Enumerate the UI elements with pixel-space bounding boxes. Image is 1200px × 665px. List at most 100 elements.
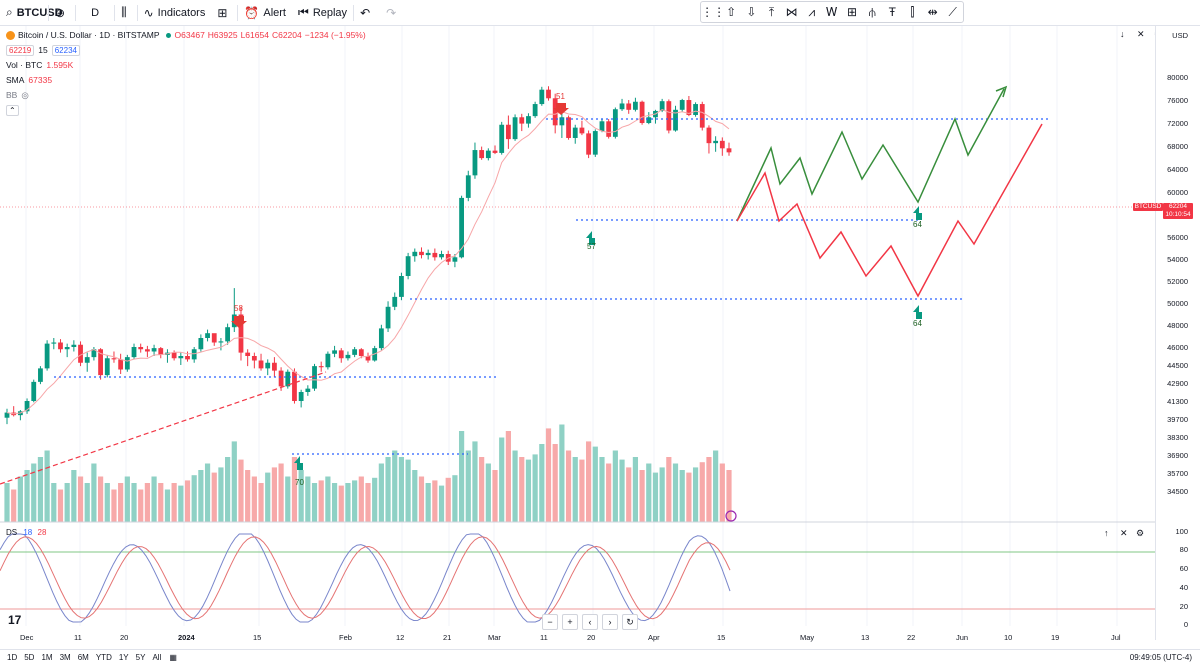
volume-bar xyxy=(124,476,130,522)
oscillator-name[interactable]: DS xyxy=(6,528,18,537)
up-arrow-marker xyxy=(913,305,922,319)
osc-move-up-icon[interactable]: ↑ xyxy=(1104,528,1109,538)
candle-body xyxy=(686,100,692,115)
clock-label[interactable]: 09:49:05 (UTC-4) xyxy=(1129,653,1192,662)
chart-type-button[interactable]: ⫼ xyxy=(115,0,137,26)
ohlc-low: L61654 xyxy=(240,30,269,40)
price-axis-label: 46000 xyxy=(1167,343,1188,352)
volume-bar xyxy=(626,467,632,522)
price-axis-label: 44500 xyxy=(1167,361,1188,370)
volume-bar xyxy=(198,470,204,522)
volume-bar xyxy=(465,450,471,522)
bottom-toolbar: 1D 5D 1M 3M 6M YTD 1Y 5Y All ▦ 09:49:05 (UTC-4) xyxy=(0,649,1200,665)
time-axis-label: Jul xyxy=(1111,633,1121,642)
pattern-tool-icon[interactable]: ⋈ xyxy=(785,5,798,19)
candle-body xyxy=(512,117,518,140)
abcd-tool-icon[interactable]: Ꮃ xyxy=(826,4,838,19)
candle-body xyxy=(399,276,404,297)
fib-tool-icon[interactable]: ⊞ xyxy=(847,5,858,19)
undo-button[interactable]: ↶ xyxy=(354,0,380,26)
arrow-down-tool-icon[interactable]: ⇩ xyxy=(746,5,757,19)
range-button-6m[interactable]: 6M xyxy=(77,653,89,662)
range-button-1m[interactable]: 1M xyxy=(41,653,53,662)
volume-bars xyxy=(4,424,732,522)
scroll-left-button[interactable]: ‹ xyxy=(582,614,598,630)
scroll-right-button[interactable]: › xyxy=(602,614,618,630)
symbol-search[interactable]: ⌕ BTCUSD xyxy=(0,0,63,26)
zoom-out-button[interactable]: − xyxy=(542,614,558,630)
indicators-icon: ∿ xyxy=(143,5,154,20)
price-chart[interactable]: 58 51 70 57 64 64 xyxy=(0,26,1156,640)
alert-button[interactable]: ⏰ Alert xyxy=(238,0,292,26)
close-icon[interactable]: ✕ xyxy=(1137,29,1145,39)
long-position-tool-icon[interactable]: ⤒ xyxy=(768,4,775,19)
candle-body xyxy=(285,371,291,387)
zoom-in-button[interactable]: + xyxy=(562,614,578,630)
range-button-3m[interactable]: 3M xyxy=(59,653,71,662)
drag-handle-icon[interactable]: ⋮⋮ xyxy=(701,5,726,19)
interval-button[interactable]: D xyxy=(76,0,114,26)
ask-price[interactable]: 62234 xyxy=(51,44,80,56)
range-button-1d[interactable]: 1D xyxy=(7,653,18,662)
zigzag-tool-icon[interactable]: ⩘ xyxy=(808,4,816,19)
flash-icon[interactable] xyxy=(725,510,737,522)
scroll-down-icon[interactable]: ↓ xyxy=(1120,29,1125,39)
replay-icon: ⏮ xyxy=(298,5,309,19)
candle-body xyxy=(439,254,444,258)
redo-button[interactable]: ↷ xyxy=(380,0,406,26)
price-axis-label: 68000 xyxy=(1167,142,1188,151)
rising-trendline xyxy=(0,371,327,485)
range-button-5y[interactable]: 5Y xyxy=(135,653,146,662)
candle-body xyxy=(144,349,150,352)
oscillator-param2: 28 xyxy=(37,528,47,537)
candle-body xyxy=(432,252,438,258)
collapse-chevron-icon[interactable]: ⌃ xyxy=(6,104,19,116)
candle-body xyxy=(693,104,698,115)
range-button-all[interactable]: All xyxy=(152,653,162,662)
volume-bar xyxy=(572,457,578,522)
text-tool-icon[interactable]: Ŧ xyxy=(888,5,896,19)
eye-hidden-icon[interactable]: ◎ xyxy=(21,89,29,100)
range-button-1y[interactable]: 1Y xyxy=(118,653,129,662)
volume-bar xyxy=(318,480,324,522)
arrow-up-tool-icon[interactable]: ⇧ xyxy=(726,5,737,19)
candle-body xyxy=(265,362,271,369)
candle-body xyxy=(38,368,43,382)
date-range-icon[interactable]: ▦ xyxy=(169,653,177,662)
candle-body xyxy=(104,358,110,376)
divider xyxy=(48,4,49,21)
replay-button[interactable]: ⏮ Replay xyxy=(292,0,353,26)
volume-bar xyxy=(184,480,191,522)
tradingview-logo[interactable]: 17 xyxy=(8,613,22,627)
volume-bar xyxy=(164,489,171,522)
volume-bar xyxy=(378,463,384,522)
ruler-tool-icon[interactable]: ⫿ xyxy=(910,4,915,19)
osc-close-icon[interactable]: ✕ xyxy=(1120,528,1128,538)
symbol-title[interactable]: Bitcoin / U.S. Dollar · 1D · BITSTAMP xyxy=(18,30,160,40)
osc-settings-gear-icon[interactable]: ⚙ xyxy=(1136,528,1145,538)
candle-body xyxy=(44,343,50,369)
layouts-button[interactable]: ⊞ xyxy=(211,0,237,26)
volume-bar xyxy=(258,483,264,522)
candle-body xyxy=(185,356,190,360)
indicators-button[interactable]: ∿ Indicators xyxy=(138,0,212,26)
range-button-5d[interactable]: 5D xyxy=(24,653,35,662)
candle-body xyxy=(552,98,558,126)
candle-body xyxy=(292,371,297,401)
volume-bar xyxy=(592,446,598,522)
volume-bar xyxy=(204,463,211,522)
volume-bar xyxy=(338,485,344,522)
candle-body xyxy=(245,352,251,356)
time-axis-label: 10 xyxy=(1004,633,1013,642)
alarm-clock-icon: ⏰ xyxy=(244,5,260,20)
range-button-ytd[interactable]: YTD xyxy=(95,653,112,662)
bid-price[interactable]: 62219 xyxy=(6,44,35,56)
price-axis-label: 48000 xyxy=(1167,321,1188,330)
trend-line-tool-icon[interactable]: ⟋ xyxy=(948,4,957,19)
projection-tool-icon[interactable]: ⫛ xyxy=(868,4,876,19)
badge-symbol: BTCUSD xyxy=(1134,203,1162,210)
price-axis[interactable]: USD 800007600072000680006400060000580005… xyxy=(1155,26,1200,640)
reset-chart-button[interactable]: ↻ xyxy=(622,614,638,630)
range-tool-icon[interactable]: ⇹ xyxy=(927,5,938,19)
compare-button[interactable]: ⊕ xyxy=(49,0,75,26)
